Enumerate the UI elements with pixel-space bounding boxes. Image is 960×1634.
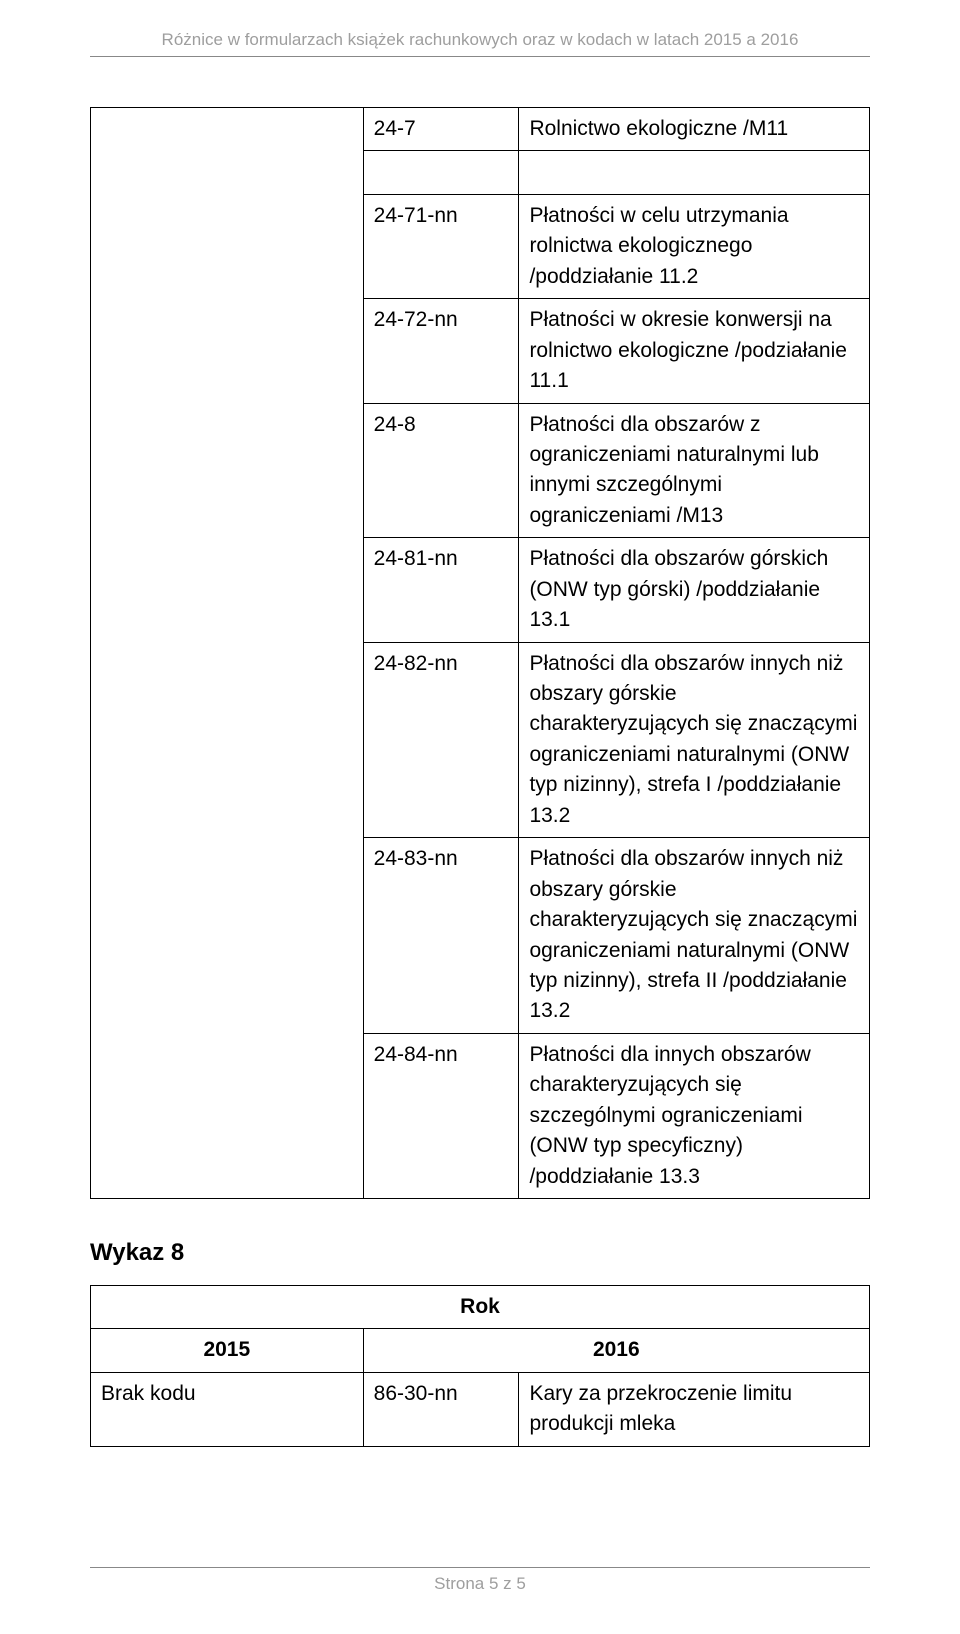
desc-cell: Rolnictwo ekologiczne /M11: [519, 108, 870, 151]
code-cell: 24-83-nn: [363, 838, 519, 1034]
year-row-left: Brak kodu: [91, 1372, 364, 1446]
desc-cell: Płatności w celu utrzymania rolnictwa ek…: [519, 194, 870, 298]
desc-cell: Płatności dla obszarów innych niż obszar…: [519, 642, 870, 838]
left-empty-cell: [91, 108, 364, 1199]
page-footer: Strona 5 z 5: [90, 1574, 870, 1594]
year-2016: 2016: [363, 1329, 869, 1372]
desc-cell: Płatności dla obszarów górskich (ONW typ…: [519, 538, 870, 642]
code-cell: 24-82-nn: [363, 642, 519, 838]
code-cell: 24-81-nn: [363, 538, 519, 642]
spacer-cell: [519, 151, 870, 194]
code-cell: 24-8: [363, 403, 519, 538]
code-cell: 24-84-nn: [363, 1033, 519, 1198]
desc-cell: Płatności dla innych obszarów charaktery…: [519, 1033, 870, 1198]
code-cell: 24-7: [363, 108, 519, 151]
footer-rule: [90, 1567, 870, 1568]
code-cell: 24-72-nn: [363, 299, 519, 403]
spacer-cell: [363, 151, 519, 194]
year-table: Rok 2015 2016 Brak kodu 86-30-nn Kary za…: [90, 1285, 870, 1447]
desc-cell: Płatności dla obszarów innych niż obszar…: [519, 838, 870, 1034]
main-table: 24-7Rolnictwo ekologiczne /M11 24-71-nnP…: [90, 107, 870, 1199]
year-row-desc: Kary za przekroczenie limitu produkcji m…: [519, 1372, 870, 1446]
section-title: Wykaz 8: [90, 1239, 870, 1267]
code-cell: 24-71-nn: [363, 194, 519, 298]
year-header: Rok: [91, 1286, 870, 1329]
header-rule: [90, 56, 870, 57]
desc-cell: Płatności dla obszarów z ograniczeniami …: [519, 403, 870, 538]
page-header: Różnice w formularzach książek rachunkow…: [90, 30, 870, 50]
year-row-code: 86-30-nn: [363, 1372, 519, 1446]
desc-cell: Płatności w okresie konwersji na rolnict…: [519, 299, 870, 403]
year-2015: 2015: [91, 1329, 364, 1372]
